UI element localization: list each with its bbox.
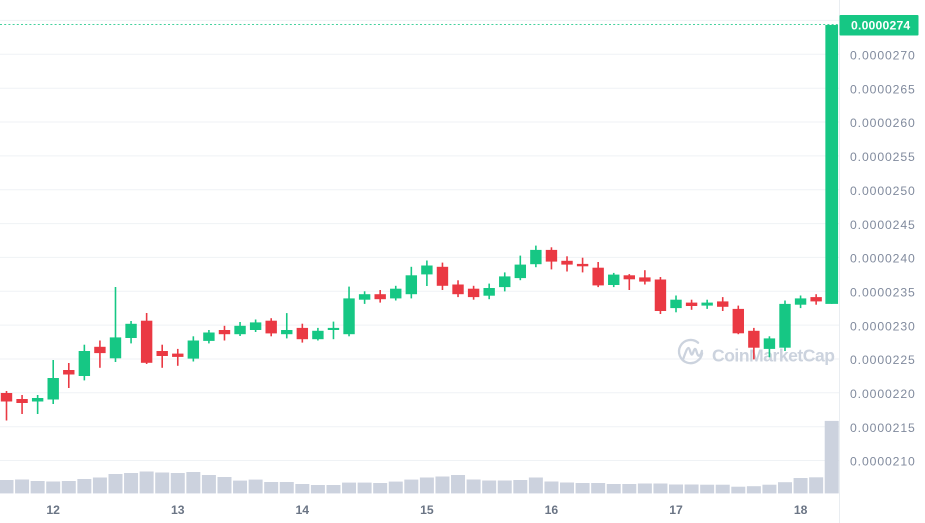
svg-text:0.0000235: 0.0000235 <box>850 285 916 299</box>
svg-text:16: 16 <box>545 503 559 517</box>
svg-text:17: 17 <box>669 503 683 517</box>
svg-text:0.0000230: 0.0000230 <box>850 319 916 333</box>
svg-text:14: 14 <box>296 503 310 517</box>
svg-text:18: 18 <box>794 503 808 517</box>
svg-text:0.0000255: 0.0000255 <box>850 150 916 164</box>
svg-text:0.0000265: 0.0000265 <box>850 82 916 96</box>
svg-text:0.0000274: 0.0000274 <box>851 19 910 33</box>
svg-text:15: 15 <box>420 503 434 517</box>
svg-text:0.0000240: 0.0000240 <box>850 252 916 266</box>
svg-text:0.0000220: 0.0000220 <box>850 387 916 401</box>
svg-text:12: 12 <box>46 503 60 517</box>
svg-text:0.0000260: 0.0000260 <box>850 116 916 130</box>
svg-text:0.0000270: 0.0000270 <box>850 49 916 63</box>
svg-text:0.0000215: 0.0000215 <box>850 421 916 435</box>
svg-text:13: 13 <box>171 503 185 517</box>
svg-text:0.0000245: 0.0000245 <box>850 218 916 232</box>
svg-text:0.0000225: 0.0000225 <box>850 353 916 367</box>
svg-text:CoinMarketCap: CoinMarketCap <box>712 346 835 366</box>
svg-text:0.0000210: 0.0000210 <box>850 455 916 469</box>
svg-text:0.0000250: 0.0000250 <box>850 184 916 198</box>
